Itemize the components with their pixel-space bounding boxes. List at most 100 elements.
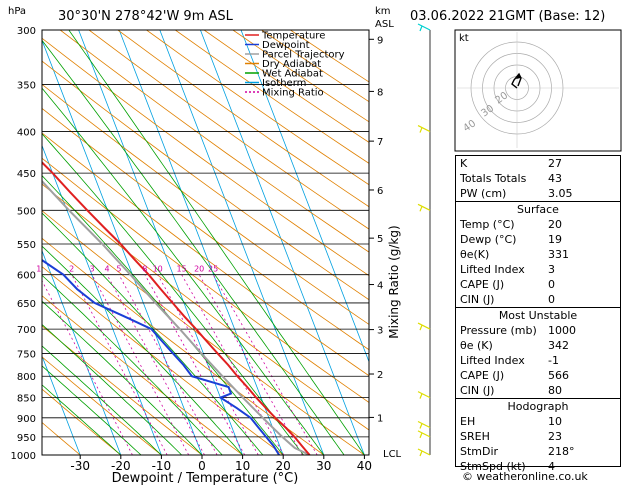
most-unstable-row: Pressure (mb) 1000 [456, 323, 620, 338]
hodograph-index-row: EH 10 [456, 414, 620, 429]
surface-label: Temp (°C) [460, 218, 515, 231]
surface-value: 0 [548, 278, 555, 291]
isotherm-line [42, 249, 122, 455]
x-tick-label: 40 [357, 459, 372, 473]
indices-table: K 27 Totals Totals 43 PW (cm) 3.05 Surface Te… [455, 155, 621, 473]
km-tick-label: 5 [377, 234, 383, 245]
pressure-tick-label: 750 [17, 349, 36, 360]
dry-adiabat-line [42, 421, 81, 455]
wind-barb [417, 420, 431, 429]
most-unstable-row: CIN (J) 80 [456, 383, 620, 398]
mixing-ratio-label: 20 [194, 265, 204, 274]
dry-adiabat-line [146, 30, 369, 186]
plot-frame [41, 29, 370, 456]
dry-adiabat-line [42, 60, 369, 301]
pressure-tick-label: 650 [17, 299, 36, 310]
dry-adiabat-line [175, 30, 369, 164]
mixing-ratio-label: 1 [36, 265, 41, 274]
indices-top: K 27 Totals Totals 43 PW (cm) 3.05 [456, 156, 620, 201]
wet-adiabat-line [42, 324, 182, 455]
mixing-ratio-line [144, 274, 246, 455]
x-tick-label: 20 [276, 459, 291, 473]
hodograph-index-label: StmSpd (kt) [460, 460, 526, 473]
hodograph-index-title: Hodograph [507, 400, 569, 413]
pressure-tick-label: 400 [17, 128, 36, 139]
km-tick-label: 6 [377, 186, 383, 197]
mixing-ratio-label: 15 [177, 265, 187, 274]
wet-adiabat-line [42, 345, 162, 455]
most-unstable-title: Most Unstable [498, 309, 578, 322]
most-unstable-label: Pressure (mb) [460, 324, 537, 337]
index-row: K 27 [456, 156, 620, 171]
mixing-ratio-line [106, 274, 205, 455]
x-tick-label: -30 [70, 459, 90, 473]
dry-adiabat-line [42, 37, 369, 277]
pressure-tick-label: 950 [17, 433, 36, 444]
km-tick-label: 3 [377, 326, 383, 337]
most-unstable-label: CIN (J) [460, 384, 495, 397]
legend-entry: Dry Adiabat [262, 59, 321, 70]
surface-section: Surface Temp (°C) 20 Dewp (°C) 19 θe(K) 331 Li… [456, 201, 620, 307]
surface-title: Surface [517, 203, 559, 216]
surface-row: θe(K) 331 [456, 247, 620, 262]
mixing-ratio-line [71, 274, 168, 455]
most-unstable-label: CAPE (J) [460, 369, 505, 382]
hodograph-index-label: EH [460, 415, 476, 428]
most-unstable-value: -1 [548, 354, 559, 367]
pressure-tick-label: 1000 [11, 451, 36, 462]
surface-label: Dewp (°C) [460, 233, 517, 246]
most-unstable-value: 566 [548, 369, 569, 382]
hodograph-index-value: 23 [548, 430, 562, 443]
asl-unit-label: ASL [375, 19, 394, 30]
wind-barbs [417, 23, 431, 457]
mixing-ratio-line [118, 274, 218, 455]
legend-entry: Mixing Ratio [262, 88, 324, 99]
surface-value: 20 [548, 218, 562, 231]
wind-barb [417, 23, 431, 32]
mixing-ratio-line [42, 279, 133, 455]
hpa-unit-label: hPa [8, 6, 26, 17]
isotherm-line [200, 30, 365, 455]
surface-label: CIN (J) [460, 293, 495, 306]
pressure-tick-label: 550 [17, 240, 36, 251]
legend-entry: Temperature [261, 31, 325, 42]
most-unstable-value: 342 [548, 339, 569, 352]
dry-adiabat-line [42, 388, 122, 455]
index-row: Totals Totals 43 [456, 171, 620, 186]
most-unstable-value: 80 [548, 384, 562, 397]
surface-row: Lifted Index 3 [456, 262, 620, 277]
mixing-ratio-label: 4 [104, 265, 109, 274]
isotherm-line [159, 30, 325, 455]
km-tick-label: 8 [377, 87, 383, 98]
isotherm-line [240, 30, 369, 363]
wind-barb [417, 203, 431, 212]
dry-adiabat-line [88, 30, 369, 230]
dry-adiabat-line [42, 356, 162, 455]
legend-entry: Wet Adiabat [262, 69, 323, 80]
surface-value: 19 [548, 233, 562, 246]
hodograph-index-value: 4 [548, 460, 555, 473]
isotherm-lines [42, 30, 369, 455]
legend-entry: Parcel Trajectory [262, 50, 345, 61]
pressure-tick-label: 450 [17, 169, 36, 180]
temperature-line [42, 160, 311, 455]
pressure-tick-label: 300 [17, 26, 36, 37]
isotherm-line [118, 30, 284, 455]
mixing-ratio-lines [42, 274, 318, 455]
wet-adiabat-line [42, 133, 304, 455]
mixing-ratio-labels: 1 2 3 4 5 8 10 15 20 25 [36, 265, 218, 274]
wind-barb [417, 448, 431, 457]
most-unstable-section: Most Unstable Pressure (mb) 1000 θe (K) 342… [456, 307, 620, 398]
surface-row: Temp (°C) 20 [456, 217, 620, 232]
location-title: 30°30'N 278°42'W 9m ASL [58, 9, 234, 24]
index-label: PW (cm) [460, 187, 507, 200]
index-value: 3.05 [548, 187, 573, 200]
most-unstable-row: θe (K) 342 [456, 338, 620, 353]
wet-adiabat-line [42, 384, 122, 455]
hodograph-index-label: SREH [460, 430, 490, 443]
pressure-tick-label: 600 [17, 271, 36, 282]
pressure-tick-label: 800 [17, 372, 36, 383]
km-unit-label: km [375, 6, 391, 17]
dry-adiabat-line [42, 325, 203, 455]
hodograph-rings [457, 32, 619, 148]
